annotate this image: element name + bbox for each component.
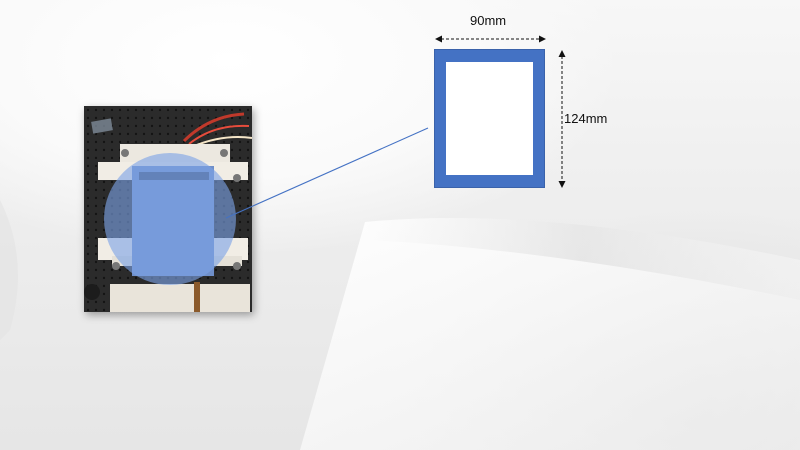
width-label: 90mm: [470, 13, 507, 28]
height-label: 124mm: [564, 111, 608, 126]
highlight-circle: [104, 153, 236, 285]
frame-interior: [446, 62, 533, 175]
device-photo: [84, 106, 252, 312]
rectangular-frame: [434, 49, 545, 188]
